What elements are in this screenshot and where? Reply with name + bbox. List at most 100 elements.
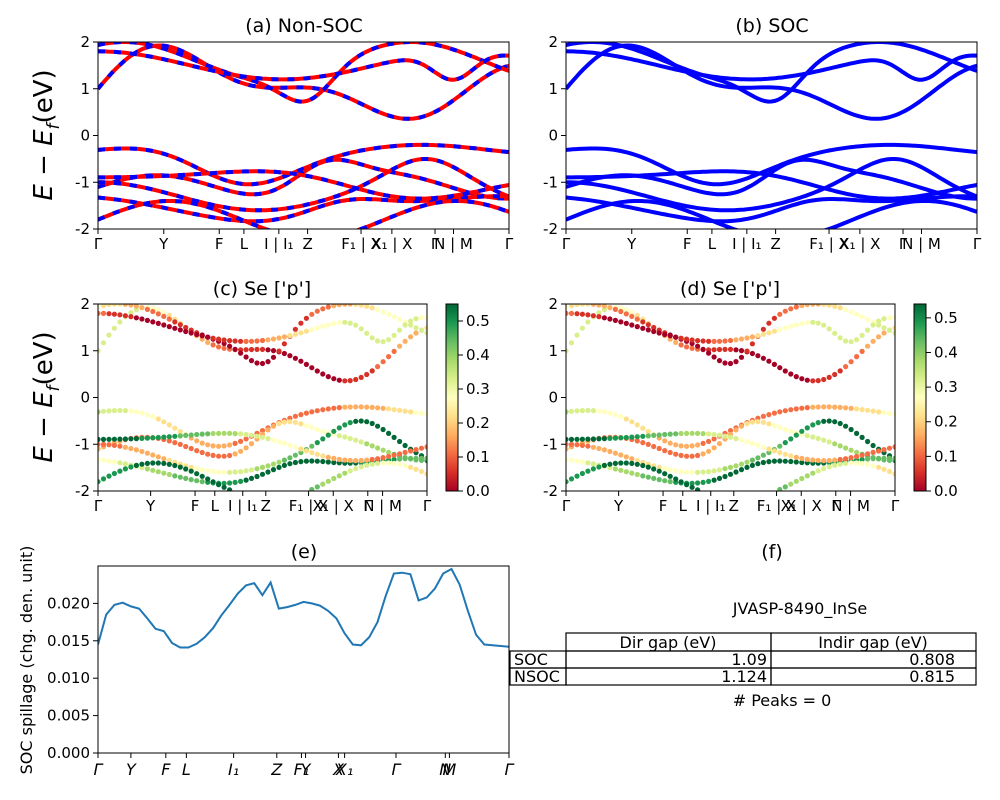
projection-point	[303, 448, 309, 454]
k-tick-label: F₁ | X	[341, 235, 381, 253]
projection-point	[678, 335, 684, 341]
x-tick-label: M	[442, 760, 456, 779]
projection-point	[832, 371, 838, 378]
projection-point	[386, 406, 392, 412]
projection-point	[413, 466, 419, 472]
projection-point	[210, 479, 216, 485]
projection-point	[815, 320, 821, 326]
projection-point	[292, 413, 298, 419]
panel-b-bands	[566, 42, 977, 229]
projection-point	[711, 431, 717, 438]
projection-point	[777, 327, 783, 333]
colorbar-tick-label: 0.4	[934, 343, 958, 361]
projection-point	[859, 434, 865, 440]
projection-point	[161, 456, 167, 462]
projection-point	[358, 418, 364, 424]
projection-point	[111, 304, 117, 307]
projection-point	[886, 468, 893, 475]
x-tick-label: L	[182, 760, 191, 779]
projection-point	[656, 445, 662, 452]
projection-point	[397, 461, 403, 467]
projection-point	[782, 325, 788, 331]
projection-point	[848, 405, 854, 411]
projection-point	[766, 330, 772, 336]
projection-point	[678, 430, 684, 437]
projection-point	[640, 325, 646, 331]
projection-point	[596, 445, 602, 452]
projection-point	[788, 371, 794, 377]
y-tick-label: 1	[548, 80, 558, 98]
projection-point	[667, 467, 673, 473]
projection-point	[281, 350, 287, 357]
projection-point	[744, 348, 750, 354]
projection-point	[188, 477, 194, 483]
projection-point	[673, 476, 679, 482]
projection-point	[832, 304, 838, 309]
k-tick-label: Γ	[423, 497, 432, 515]
projection-point	[684, 453, 690, 459]
band-line	[566, 43, 977, 121]
projection-point	[166, 316, 172, 322]
projection-point	[177, 327, 183, 333]
projection-point	[144, 412, 150, 418]
projection-point	[369, 335, 375, 341]
k-tick-label: Y	[613, 497, 624, 515]
k-tick-label: F	[659, 497, 668, 515]
projection-point	[314, 484, 320, 490]
projection-point	[418, 455, 425, 461]
projection-point	[832, 462, 838, 468]
projection-point	[568, 457, 575, 463]
projection-point	[771, 410, 777, 416]
projection-point	[821, 466, 827, 472]
projection-point	[585, 436, 591, 442]
projection-point	[194, 438, 200, 444]
projection-point	[353, 404, 359, 410]
projection-point	[749, 440, 755, 446]
projection-point	[402, 463, 408, 469]
projection-point	[865, 461, 871, 467]
projection-point	[413, 330, 419, 336]
projection-point	[629, 419, 635, 425]
projection-point	[122, 461, 128, 467]
projection-point	[270, 348, 277, 354]
projection-point	[177, 433, 183, 439]
projection-point	[810, 304, 816, 307]
projection-point	[281, 440, 287, 446]
projection-point	[799, 455, 805, 461]
projection-point	[276, 335, 282, 341]
projection-point	[870, 408, 876, 414]
projection-point	[227, 338, 233, 344]
projection-point	[117, 443, 123, 449]
projection-point	[227, 442, 233, 448]
projection-point	[342, 457, 348, 463]
projection-point	[684, 469, 690, 475]
projection-point	[183, 466, 189, 472]
projection-point	[205, 476, 211, 482]
projection-point	[711, 347, 717, 353]
projection-point	[782, 458, 788, 464]
projection-point	[122, 436, 128, 442]
projection-point	[166, 471, 172, 478]
projection-point	[133, 447, 139, 453]
projection-point	[298, 412, 304, 418]
k-tick-label: Γ	[562, 497, 571, 515]
projection-point	[205, 431, 211, 437]
projection-point	[353, 466, 359, 472]
projection-point	[128, 304, 134, 308]
projection-point	[150, 308, 156, 315]
projection-point	[886, 315, 893, 321]
projection-point	[128, 436, 134, 442]
projection-point	[651, 432, 657, 438]
projection-point	[574, 332, 580, 338]
projection-point	[843, 338, 849, 344]
projection-point	[199, 431, 205, 437]
projection-point	[749, 341, 755, 347]
projection-point	[183, 475, 189, 481]
projection-point	[380, 455, 386, 461]
projection-point	[727, 360, 734, 367]
projection-point	[128, 445, 134, 452]
projection-point	[177, 429, 183, 435]
projection-point	[380, 460, 386, 466]
projection-point	[314, 426, 320, 433]
projection-point	[755, 461, 761, 467]
